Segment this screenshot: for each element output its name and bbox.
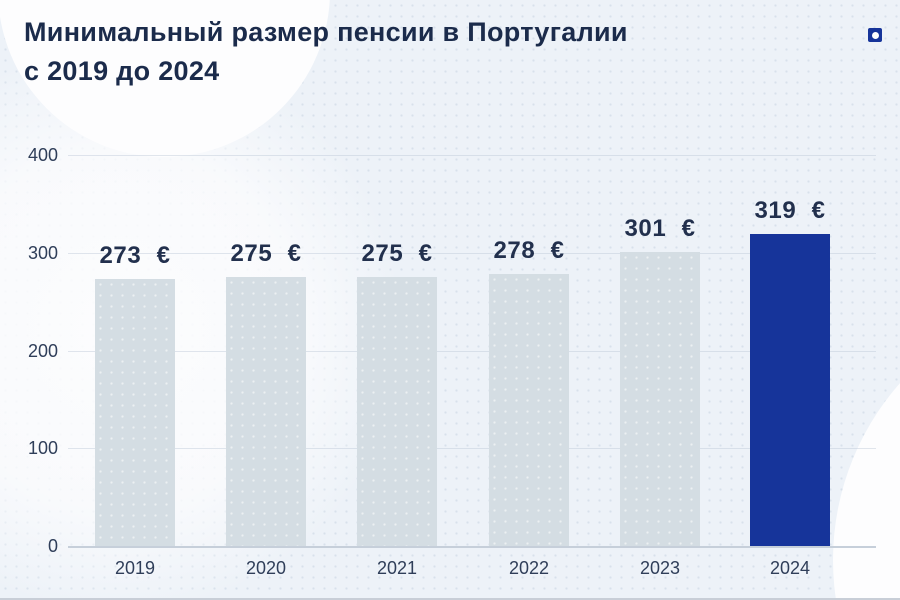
x-axis-label: 2024 bbox=[769, 558, 811, 578]
y-tick-label: 300 bbox=[27, 243, 58, 263]
x-axis-label: 2020 bbox=[245, 558, 287, 578]
gridline-y-300 bbox=[68, 253, 876, 254]
bottom-border bbox=[0, 598, 900, 600]
x-axis-label: 2021 bbox=[376, 558, 418, 578]
x-axis-label: 2019 bbox=[114, 558, 156, 578]
x-axis-label: 2022 bbox=[508, 558, 550, 578]
bar-2022 bbox=[489, 274, 569, 546]
y-tick-label: 100 bbox=[27, 438, 58, 458]
y-tick-label: 400 bbox=[27, 145, 58, 165]
page-title: Минимальный размер пенсии в Португалии с… bbox=[24, 13, 724, 91]
y-tick-label: 200 bbox=[27, 341, 58, 361]
bar-value-label: 275 € bbox=[230, 240, 302, 267]
bar-2021 bbox=[357, 277, 437, 546]
brand-logo-icon bbox=[868, 28, 882, 42]
gridline-y-400 bbox=[68, 155, 876, 156]
y-tick-label: 0 bbox=[47, 536, 58, 556]
bar-value-label: 301 € bbox=[624, 215, 696, 242]
bar-value-label: 273 € bbox=[99, 242, 171, 269]
x-axis-line bbox=[68, 546, 876, 548]
bar-value-label: 278 € bbox=[493, 237, 565, 264]
bar-value-label: 319 € bbox=[754, 197, 826, 224]
bar-2024 bbox=[750, 234, 830, 546]
bar-2020 bbox=[226, 277, 306, 546]
x-axis-label: 2023 bbox=[639, 558, 681, 578]
bar-2023 bbox=[620, 252, 700, 546]
bar-value-label: 275 € bbox=[361, 240, 433, 267]
gridline-y-100 bbox=[68, 448, 876, 449]
logo-dot-icon bbox=[871, 31, 879, 39]
gridline-y-200 bbox=[68, 351, 876, 352]
bar-2019 bbox=[95, 279, 175, 546]
title-line-1: Минимальный размер пенсии в Португалии bbox=[24, 17, 628, 47]
title-line-2: с 2019 до 2024 bbox=[24, 56, 220, 86]
